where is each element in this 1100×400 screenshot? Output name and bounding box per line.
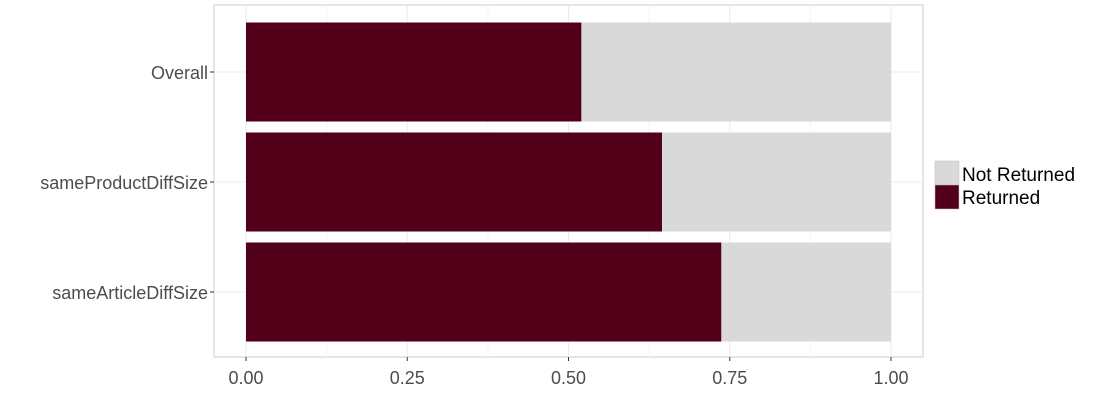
x-tick-label: 1.00: [873, 368, 908, 388]
y-tick-label-same-product-diff-size: sameProductDiffSize: [40, 173, 208, 193]
y-axis: Overall sameProductDiffSize sameArticleDif…: [40, 63, 214, 303]
x-tick-label: 0.00: [228, 368, 263, 388]
legend-label-returned: Returned: [962, 188, 1040, 209]
x-tick-label: 0.50: [551, 368, 586, 388]
legend-swatch-returned: [934, 184, 960, 210]
legend-label-not-returned: Not Returned: [962, 165, 1075, 186]
bars: [246, 22, 891, 342]
y-tick-label-overall: Overall: [151, 63, 208, 83]
bar-not-returned-overall: [581, 22, 891, 122]
bar-returned-overall: [246, 22, 582, 122]
legend: Not Returned Returned: [934, 160, 1075, 210]
legend-swatch-not-returned: [934, 160, 960, 186]
bar-not-returned-same-article-diff-size: [721, 242, 891, 342]
x-tick-label: 0.25: [390, 368, 425, 388]
y-tick-label-same-article-diff-size: sameArticleDiffSize: [52, 283, 208, 303]
x-tick-label: 0.75: [712, 368, 747, 388]
bar-returned-same-product-diff-size: [246, 132, 663, 232]
bar-not-returned-same-product-diff-size: [662, 132, 891, 232]
x-axis: 0.00 0.25 0.50 0.75 1.00: [228, 357, 909, 388]
bar-returned-same-article-diff-size: [246, 242, 722, 342]
